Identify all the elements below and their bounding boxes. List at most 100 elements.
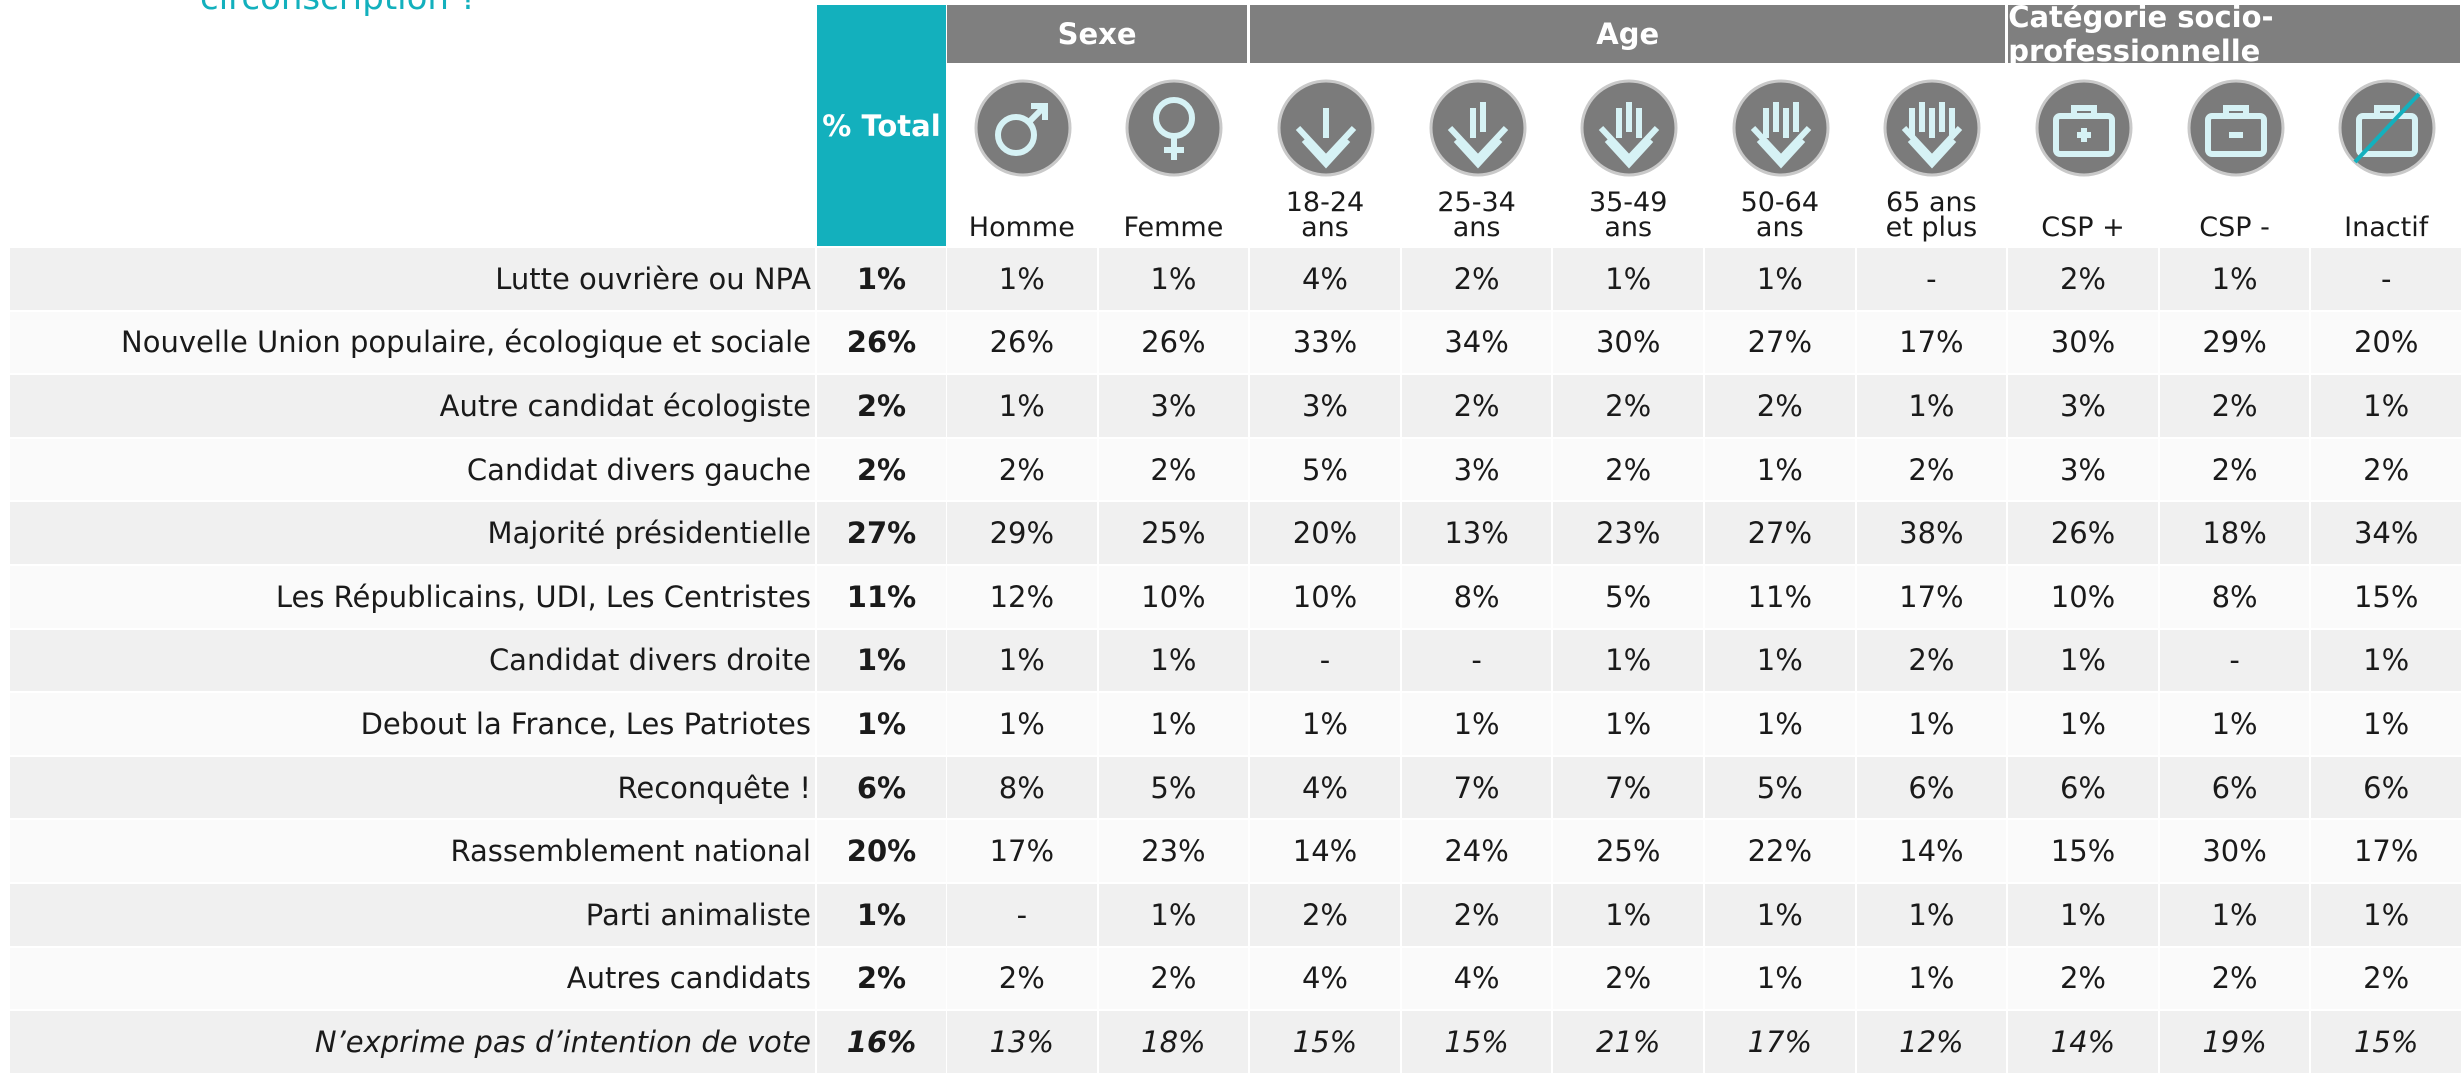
value-cell: 1% xyxy=(1250,693,1400,755)
value-cell: 1% xyxy=(1856,947,2007,1010)
value-cell: 17% xyxy=(947,820,1097,882)
value-cell: 12% xyxy=(1856,1011,2007,1073)
value-cell: 3% xyxy=(1098,375,1249,437)
total-cell: 6% xyxy=(817,756,946,819)
column-icon xyxy=(2035,79,2133,177)
value-cell: 1% xyxy=(1401,693,1552,755)
total-cell: 27% xyxy=(817,502,946,564)
value-cell: 4% xyxy=(1401,947,1552,1010)
value-cell: 30% xyxy=(2159,820,2310,882)
value-cell: 26% xyxy=(2008,502,2158,564)
column-header: Homme xyxy=(968,212,1075,243)
value-cell: 1% xyxy=(1553,629,1703,692)
value-cell: - xyxy=(1250,629,1400,692)
row-label: Rassemblement national xyxy=(10,820,815,882)
column-header: CSP - xyxy=(2199,212,2270,243)
value-cell: 1% xyxy=(1705,248,1855,310)
row-label: Majorité présidentielle xyxy=(10,502,815,564)
group-header: Age xyxy=(1250,5,2006,63)
value-cell: 6% xyxy=(2311,756,2461,819)
value-cell: 2% xyxy=(2008,947,2158,1010)
value-cell: 6% xyxy=(2008,756,2158,819)
column-icon xyxy=(1732,79,1830,177)
value-cell: 1% xyxy=(1553,884,1703,946)
total-cell: 20% xyxy=(817,820,946,882)
total-cell: 16% xyxy=(817,1011,946,1073)
column-header: 35-49 ans xyxy=(1588,187,1668,243)
value-cell: 1% xyxy=(2008,693,2158,755)
value-cell: 15% xyxy=(2311,566,2461,628)
row-label: Autres candidats xyxy=(10,947,815,1010)
value-cell: 1% xyxy=(2311,693,2461,755)
value-cell: 22% xyxy=(1705,820,1855,882)
value-cell: 25% xyxy=(1553,820,1703,882)
value-cell: 6% xyxy=(2159,756,2310,819)
value-cell: 10% xyxy=(1098,566,1249,628)
group-header: Sexe xyxy=(947,5,1248,63)
value-cell: 1% xyxy=(2311,629,2461,692)
value-cell: 2% xyxy=(1705,375,1855,437)
value-cell: 33% xyxy=(1250,311,1400,374)
value-cell: 1% xyxy=(1553,248,1703,310)
value-cell: 2% xyxy=(947,438,1097,501)
value-cell: 20% xyxy=(1250,502,1400,564)
group-header: Catégorie socio-professionnelle xyxy=(2008,0,2460,68)
value-cell: 1% xyxy=(1098,884,1249,946)
value-cell: 1% xyxy=(1705,629,1855,692)
value-cell: 23% xyxy=(1553,502,1703,564)
value-cell: 26% xyxy=(1098,311,1249,374)
value-cell: - xyxy=(1401,629,1552,692)
value-cell: 38% xyxy=(1856,502,2007,564)
value-cell: 1% xyxy=(1856,375,2007,437)
total-cell: 2% xyxy=(817,947,946,1010)
value-cell: 3% xyxy=(2008,438,2158,501)
value-cell: 2% xyxy=(1553,438,1703,501)
value-cell: 15% xyxy=(2008,820,2158,882)
value-cell: 5% xyxy=(1705,756,1855,819)
value-cell: 1% xyxy=(2008,629,2158,692)
value-cell: 17% xyxy=(1705,1011,1855,1073)
value-cell: 18% xyxy=(2159,502,2310,564)
column-header: 50-64 ans xyxy=(1740,187,1820,243)
value-cell: 1% xyxy=(2311,884,2461,946)
value-cell: 2% xyxy=(2159,947,2310,1010)
column-header: 25-34 ans xyxy=(1437,187,1516,243)
column-icon xyxy=(1883,79,1981,177)
value-cell: - xyxy=(2159,629,2310,692)
total-header: % Total xyxy=(817,5,946,246)
row-label: Parti animaliste xyxy=(10,884,815,946)
value-cell: 26% xyxy=(947,311,1097,374)
value-cell: 18% xyxy=(1098,1011,1249,1073)
value-cell: 2% xyxy=(2311,438,2461,501)
column-icon xyxy=(974,79,1072,177)
total-cell: 2% xyxy=(817,438,946,501)
value-cell: 1% xyxy=(2008,884,2158,946)
value-cell: - xyxy=(2311,248,2461,310)
row-label: Candidat divers gauche xyxy=(10,438,815,501)
column-header: Inactif xyxy=(2344,212,2429,243)
total-cell: 1% xyxy=(817,693,946,755)
value-cell: 1% xyxy=(1705,884,1855,946)
total-cell: 26% xyxy=(817,311,946,374)
value-cell: 24% xyxy=(1401,820,1552,882)
row-label: Nouvelle Union populaire, écologique et … xyxy=(10,311,815,374)
value-cell: 34% xyxy=(2311,502,2461,564)
value-cell: 2% xyxy=(1098,438,1249,501)
value-cell: 5% xyxy=(1250,438,1400,501)
value-cell: 1% xyxy=(1098,693,1249,755)
column-icon xyxy=(1580,79,1678,177)
value-cell: 2% xyxy=(1553,375,1703,437)
value-cell: 8% xyxy=(2159,566,2310,628)
value-cell: 4% xyxy=(1250,947,1400,1010)
value-cell: 17% xyxy=(1856,311,2007,374)
value-cell: 2% xyxy=(2311,947,2461,1010)
value-cell: 2% xyxy=(1856,629,2007,692)
column-header: 18-24 ans xyxy=(1285,187,1365,243)
value-cell: 1% xyxy=(1705,438,1855,501)
value-cell: - xyxy=(947,884,1097,946)
value-cell: 27% xyxy=(1705,311,1855,374)
value-cell: 17% xyxy=(1856,566,2007,628)
value-cell: - xyxy=(1856,248,2007,310)
value-cell: 8% xyxy=(1401,566,1552,628)
value-cell: 1% xyxy=(1098,248,1249,310)
